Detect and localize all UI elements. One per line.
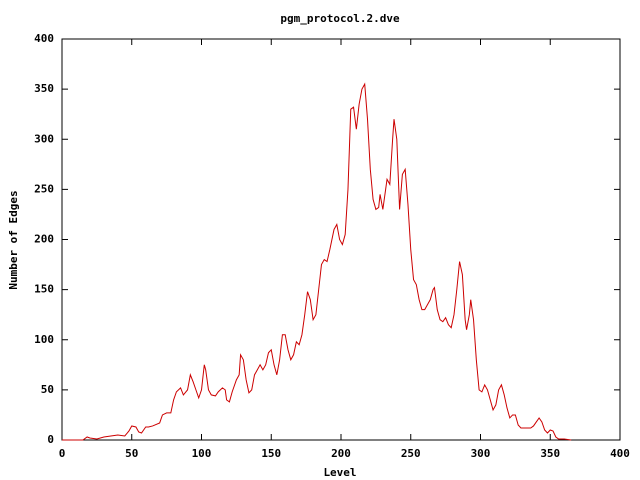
y-tick-label: 400: [34, 32, 54, 45]
y-axis-label: Number of Edges: [7, 190, 20, 289]
x-tick-label: 100: [192, 447, 212, 460]
x-tick-label: 250: [401, 447, 421, 460]
chart-title: pgm_protocol.2.dve: [280, 12, 400, 25]
x-tick-label: 350: [540, 447, 560, 460]
x-tick-label: 0: [59, 447, 66, 460]
y-tick-label: 50: [41, 383, 54, 396]
x-tick-label: 300: [471, 447, 491, 460]
x-tick-label: 200: [331, 447, 351, 460]
x-tick-label: 50: [125, 447, 138, 460]
y-tick-label: 200: [34, 233, 54, 246]
x-tick-label: 400: [610, 447, 630, 460]
data-line: [62, 82, 572, 441]
x-tick-label: 150: [261, 447, 281, 460]
y-tick-label: 300: [34, 132, 54, 145]
x-axis-label: Level: [323, 466, 356, 479]
plot-frame: [61, 38, 621, 441]
y-tick-label: 0: [47, 433, 54, 446]
y-tick-label: 150: [34, 283, 54, 296]
y-tick-label: 100: [34, 333, 54, 346]
y-tick-label: 350: [34, 82, 54, 95]
y-tick-label: 250: [34, 182, 54, 195]
